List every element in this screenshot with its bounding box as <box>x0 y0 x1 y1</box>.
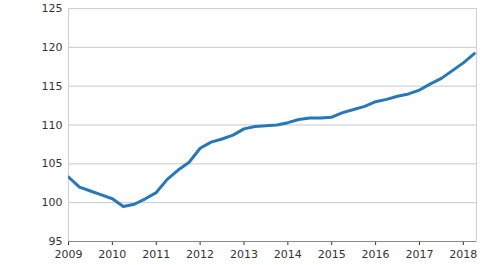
svg-text:100: 100 <box>42 196 63 209</box>
svg-text:125: 125 <box>42 2 63 15</box>
svg-text:2011: 2011 <box>142 248 170 261</box>
svg-text:2017: 2017 <box>405 248 433 261</box>
svg-text:2016: 2016 <box>362 248 390 261</box>
svg-text:110: 110 <box>42 119 63 132</box>
svg-text:95: 95 <box>49 235 63 248</box>
svg-text:2009: 2009 <box>55 248 83 261</box>
svg-text:120: 120 <box>42 41 63 54</box>
svg-text:2015: 2015 <box>318 248 346 261</box>
svg-text:2013: 2013 <box>230 248 258 261</box>
svg-text:2012: 2012 <box>186 248 214 261</box>
svg-text:2014: 2014 <box>274 248 302 261</box>
svg-text:115: 115 <box>42 80 63 93</box>
svg-text:2010: 2010 <box>98 248 126 261</box>
svg-text:2018: 2018 <box>449 248 477 261</box>
svg-text:105: 105 <box>42 157 63 170</box>
